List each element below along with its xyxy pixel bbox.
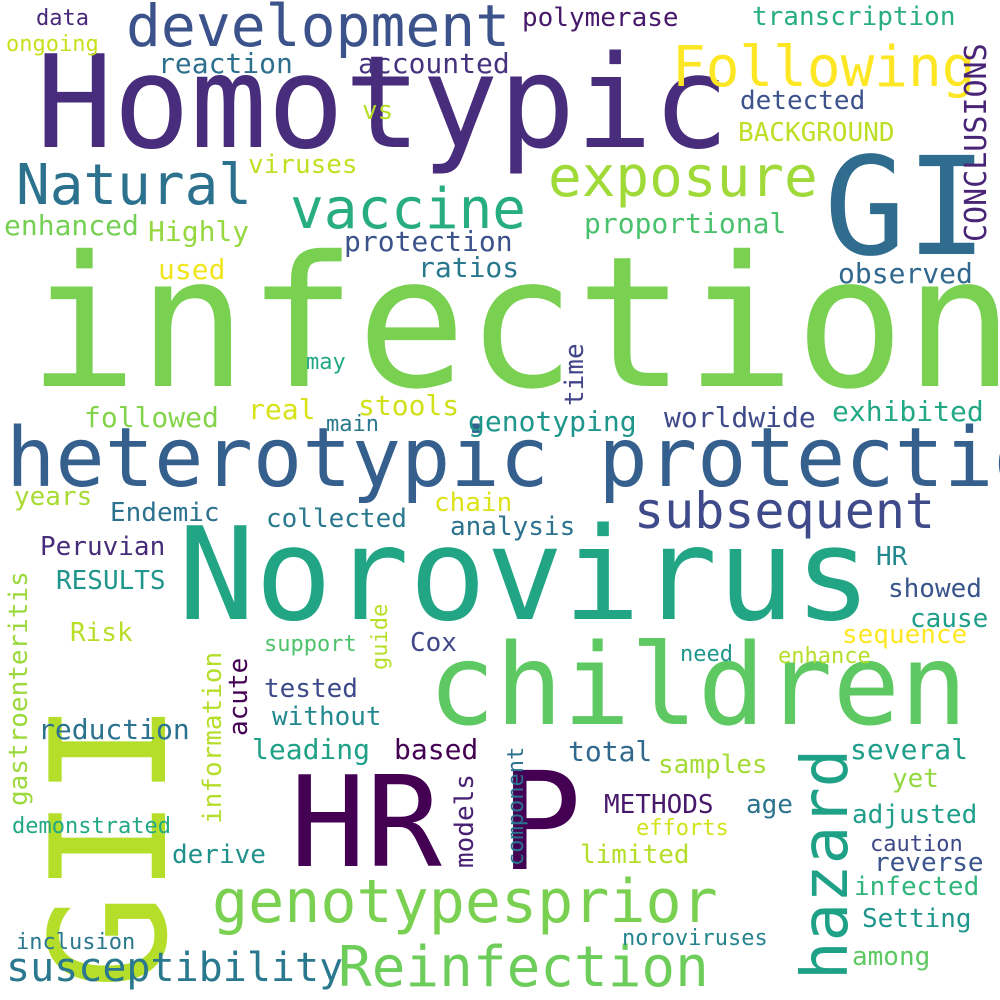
word-among: among — [852, 942, 931, 972]
word-hr-large: HR — [290, 749, 442, 896]
word-need: need — [680, 642, 733, 667]
word-following: Following — [672, 35, 976, 100]
word-exposure: exposure — [548, 145, 818, 210]
word-genotypesprior: genotypesprior — [212, 867, 718, 937]
word-natural: Natural — [16, 153, 253, 218]
word-subsequent: subsequent — [634, 482, 936, 540]
word-infected: infected — [854, 872, 980, 902]
word-sequence: sequence — [842, 620, 968, 650]
word-vaccine: vaccine — [290, 177, 527, 242]
word-time: time — [560, 343, 590, 406]
word-reduction: reduction — [38, 713, 190, 746]
word-endemic: Endemic — [110, 498, 220, 528]
word-ongoing: ongoing — [6, 32, 99, 57]
word-information: information — [198, 651, 228, 824]
word-cause: cause — [910, 604, 989, 634]
word-acute: acute — [224, 657, 254, 736]
word-reverse: reverse — [874, 848, 984, 878]
word-real: real — [248, 393, 316, 426]
word-observed: observed — [838, 257, 973, 290]
word-models: models — [450, 774, 480, 868]
word-several: several — [850, 733, 969, 766]
word-vs: vs — [362, 96, 394, 126]
word-methods: METHODS — [604, 790, 714, 820]
word-total: total — [568, 735, 653, 768]
word-infection: infection — [28, 217, 1000, 429]
word-without: without — [272, 702, 382, 732]
word-component: component — [504, 746, 529, 866]
word-heterotypic-protection: heterotypic protection — [6, 411, 1000, 506]
word-protection-small: protection — [344, 225, 513, 258]
word-setting: Setting — [862, 904, 972, 934]
word-risk: Risk — [70, 618, 133, 648]
word-support: support — [264, 632, 357, 657]
word-stools: stools — [358, 389, 460, 422]
word-based: based — [394, 733, 479, 766]
word-ratios: ratios — [418, 251, 520, 284]
word-adjusted: adjusted — [852, 800, 978, 830]
word-efforts: efforts — [636, 816, 729, 841]
word-derive: derive — [172, 840, 266, 870]
word-may: may — [306, 350, 346, 375]
word-peruvian: Peruvian — [40, 532, 166, 562]
word-children: children — [428, 621, 968, 751]
word-hazard: hazard — [789, 748, 863, 980]
word-transcription: transcription — [752, 2, 956, 32]
word-results: RESULTS — [56, 566, 166, 596]
word-development: development — [126, 0, 511, 60]
word-homotypic: Homotypic — [36, 29, 730, 178]
word-inclusion: inclusion — [16, 930, 136, 955]
word-accounted: accounted — [358, 47, 510, 80]
word-genotyping: genotyping — [468, 405, 637, 438]
word-samples: samples — [658, 750, 768, 780]
word-highly: Highly — [148, 215, 250, 248]
word-p: P — [500, 744, 582, 902]
word-background: BACKGROUND — [738, 118, 895, 148]
word-tested: tested — [264, 674, 358, 704]
word-proportional: proportional — [584, 207, 787, 240]
word-enhance: enhance — [778, 644, 871, 669]
word-viruses: viruses — [248, 150, 358, 180]
word-susceptibility: susceptibility — [6, 945, 344, 991]
word-cox: Cox — [410, 628, 457, 658]
word-noroviruses: noroviruses — [622, 926, 768, 951]
word-reaction: reaction — [158, 47, 293, 80]
word-years: years — [14, 482, 93, 512]
word-hr-small: HR — [876, 542, 908, 572]
word-gi: GI — [824, 129, 988, 287]
word-polymerase: polymerase — [522, 3, 679, 33]
word-chain: chain — [434, 488, 513, 518]
word-followed: followed — [84, 401, 219, 434]
word-worldwide: worldwide — [664, 401, 816, 434]
word-conclusions: CONCLUSIONS — [959, 43, 994, 242]
word-guide: guide — [368, 603, 393, 670]
word-analysis: analysis — [450, 512, 576, 542]
word-norovirus: Norovirus — [178, 501, 872, 650]
word-used: used — [158, 253, 226, 286]
word-enhanced: enhanced — [4, 209, 139, 242]
word-exhibited: exhibited — [832, 395, 984, 428]
word-gastroenteritis: gastroenteritis — [4, 571, 34, 806]
word-yet: yet — [892, 764, 939, 794]
word-collected: collected — [266, 504, 407, 534]
word-main: main — [326, 412, 379, 437]
word-data: data — [36, 6, 89, 31]
word-reinfection: Reinfection — [338, 935, 709, 1000]
word-age: age — [746, 790, 793, 820]
word-showed: showed — [888, 574, 982, 604]
word-detected: detected — [740, 86, 866, 116]
word-limited: limited — [580, 840, 690, 870]
word-leading: leading — [252, 733, 371, 766]
word-demonstrated: demonstrated — [12, 814, 171, 839]
word-caution: caution — [870, 832, 963, 857]
